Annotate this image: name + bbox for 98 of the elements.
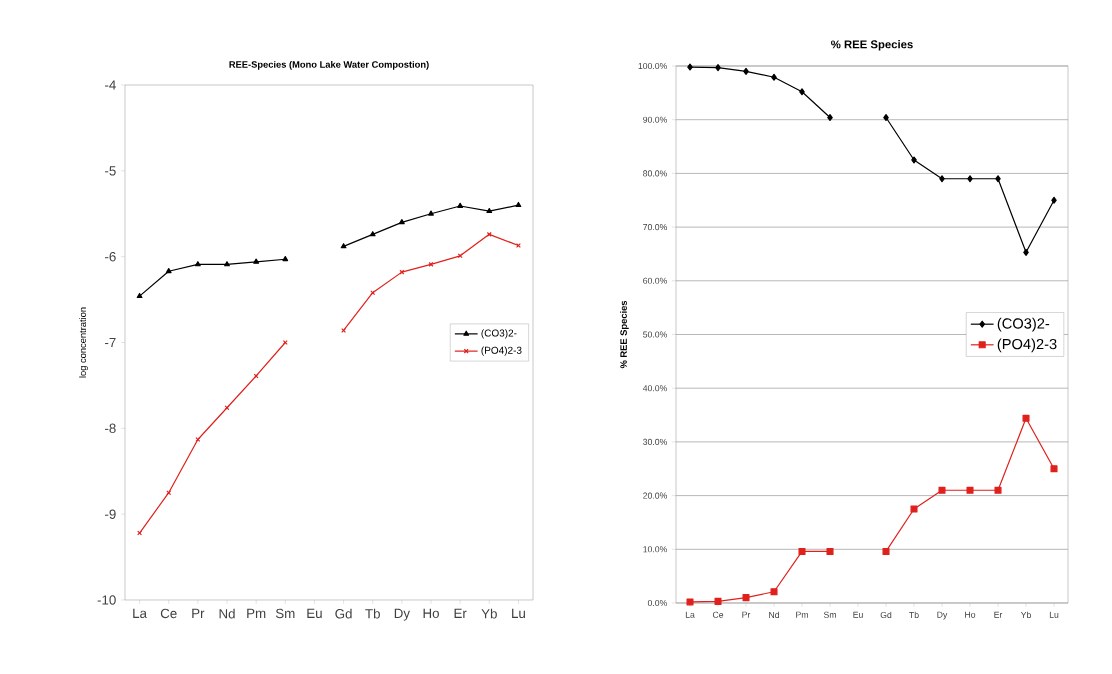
point (428, 261, 434, 267)
point (938, 486, 946, 494)
x-tick-label: Lu (512, 608, 525, 619)
point (282, 255, 289, 262)
x-tick-label: Pr (192, 608, 205, 618)
x-tick-label: Ho (423, 608, 439, 619)
point (515, 201, 522, 208)
point (165, 267, 172, 274)
x-tick-label: Er (454, 608, 467, 618)
y-axis-title: log concentration (79, 307, 88, 378)
point (253, 373, 259, 379)
chart-title: % REE Species (831, 40, 913, 51)
point (398, 219, 405, 225)
x-tick-label: Pm (247, 608, 266, 618)
point (771, 73, 777, 81)
y-tick-label: -8 (105, 423, 116, 434)
point (967, 175, 973, 183)
point (686, 598, 694, 606)
y-tick-label: 40.0% (642, 385, 667, 392)
x-tick-label: Sm (823, 611, 836, 618)
point (939, 175, 945, 183)
y-tick-label: 80.0% (643, 170, 667, 177)
point (340, 243, 347, 249)
point (1050, 465, 1058, 473)
y-tick-label: 70.0% (643, 224, 667, 231)
y-tick-label: -10 (97, 595, 116, 605)
point (770, 588, 778, 596)
x-tick-label: Lu (1049, 611, 1059, 618)
x-tick-label: Eu (853, 611, 863, 618)
x-tick-label: Dy (937, 611, 948, 620)
point (911, 156, 917, 164)
x-tick-label: Ce (712, 611, 724, 618)
point (715, 64, 721, 72)
x-tick-label: Tb (909, 611, 919, 619)
point (826, 547, 834, 555)
point (883, 114, 889, 122)
point (1022, 414, 1030, 422)
x-tick-label: Pm (796, 611, 808, 618)
point (457, 202, 464, 208)
x-tick-label: La (685, 611, 695, 618)
y-tick-label: 90.0% (643, 116, 667, 123)
x-tick-label: Ce (160, 608, 177, 619)
legend-label: (CO3)2- (481, 329, 517, 339)
point (742, 594, 750, 602)
y-tick-label: 30.0% (643, 438, 667, 445)
point (743, 67, 749, 75)
y-tick-label: 10.0% (643, 546, 667, 553)
point (282, 340, 288, 345)
point (1023, 248, 1029, 256)
point (253, 258, 260, 264)
point (224, 405, 230, 411)
y-tick-label: -6 (105, 251, 116, 262)
y-tick-label: -7 (105, 337, 116, 348)
x-tick-label: Ho (965, 611, 976, 618)
y-tick-label: 50.0% (643, 331, 667, 338)
y-tick-label: -5 (105, 166, 116, 176)
point (798, 547, 806, 555)
y-tick-label: 20.0% (643, 492, 667, 499)
point (1051, 196, 1057, 204)
x-tick-label: Tb (365, 608, 380, 619)
y-tick-label: -9 (105, 509, 116, 519)
point (995, 175, 1001, 183)
x-tick-label: Nd (769, 611, 779, 619)
point (910, 505, 918, 513)
x-tick-label: Sm (275, 608, 295, 619)
point (827, 114, 833, 122)
point (714, 597, 722, 605)
point (966, 486, 974, 494)
y-tick-label: -4 (105, 80, 116, 90)
point (136, 292, 143, 299)
point (994, 486, 1002, 494)
x-tick-label: La (133, 608, 147, 619)
legend-label: (PO4)2-3 (997, 338, 1057, 353)
legend-label: (PO4)2-3 (481, 346, 522, 356)
y-tick-label: 100.0% (638, 62, 667, 70)
point (195, 437, 201, 442)
chart-title: REE-Species (Mono Lake Water Compostion) (229, 60, 429, 70)
y-axis-title: % REE Species (620, 300, 629, 369)
x-tick-label: Pr (742, 611, 751, 618)
point (486, 207, 493, 214)
point (224, 261, 230, 267)
x-tick-label: Gd (335, 608, 352, 619)
x-tick-label: Eu (307, 608, 322, 619)
x-tick-label: Nd (219, 608, 235, 619)
x-tick-label: Yb (1020, 611, 1031, 619)
point (369, 231, 376, 237)
x-tick-label: Dy (394, 608, 410, 621)
x-tick-label: Gd (880, 611, 892, 619)
point (428, 210, 434, 216)
x-tick-label: Er (994, 611, 1003, 618)
point (687, 63, 693, 71)
y-tick-label: 0.0% (647, 599, 667, 607)
legend-label: (CO3)2- (997, 317, 1050, 332)
point (882, 547, 890, 555)
x-tick-label: Yb (481, 608, 497, 619)
y-tick-label: 60.0% (643, 277, 667, 284)
point (799, 88, 805, 96)
point (194, 261, 201, 267)
